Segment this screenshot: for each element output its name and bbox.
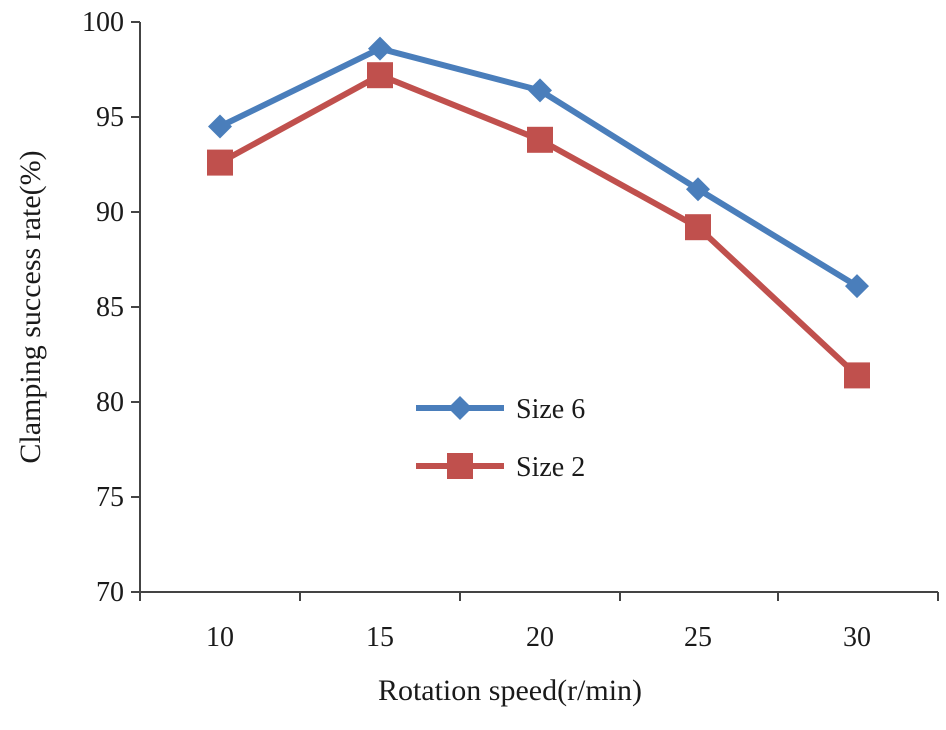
legend-label-size-6: Size 6 (516, 394, 585, 425)
legend-item-size-2: Size 2 (416, 452, 585, 483)
y-tick-label: 90 (96, 197, 124, 228)
y-tick-label: 75 (96, 482, 124, 513)
x-tick-label: 15 (366, 622, 394, 653)
legend-square-marker (447, 453, 473, 479)
y-axis-title: Clamping success rate(%) (14, 150, 47, 463)
legend-diamond-marker (448, 396, 472, 420)
legend-label-size-2: Size 2 (516, 452, 585, 483)
y-tick-label: 85 (96, 292, 124, 323)
data-point-size-2 (844, 362, 870, 389)
data-point-size-2 (527, 126, 553, 153)
data-point-size-2 (685, 214, 711, 241)
y-axis-ticks: 70 75 80 85 90 95 100 (82, 7, 140, 608)
series-layer (207, 36, 870, 389)
y-tick-label: 100 (82, 7, 124, 38)
x-tick-label: 30 (843, 622, 871, 653)
data-point-size-2 (207, 149, 233, 176)
data-point-size-6 (845, 274, 869, 299)
y-tick-label: 70 (96, 577, 124, 608)
legend-item-size-6: Size 6 (416, 394, 585, 425)
data-point-size-6 (686, 177, 710, 202)
data-point-size-6 (528, 78, 552, 103)
x-axis-ticks: 10 15 20 25 30 (139, 592, 939, 653)
data-point-size-6 (368, 36, 392, 61)
x-tick-label: 25 (684, 622, 712, 653)
data-point-size-6 (208, 114, 232, 139)
data-point-size-2 (367, 62, 393, 89)
x-tick-label: 10 (206, 622, 234, 653)
x-tick-label: 20 (526, 622, 554, 653)
legend: Size 6 Size 2 (416, 394, 585, 483)
x-axis-title: Rotation speed(r/min) (378, 674, 642, 707)
y-tick-label: 80 (96, 387, 124, 418)
y-tick-label: 95 (96, 102, 124, 133)
